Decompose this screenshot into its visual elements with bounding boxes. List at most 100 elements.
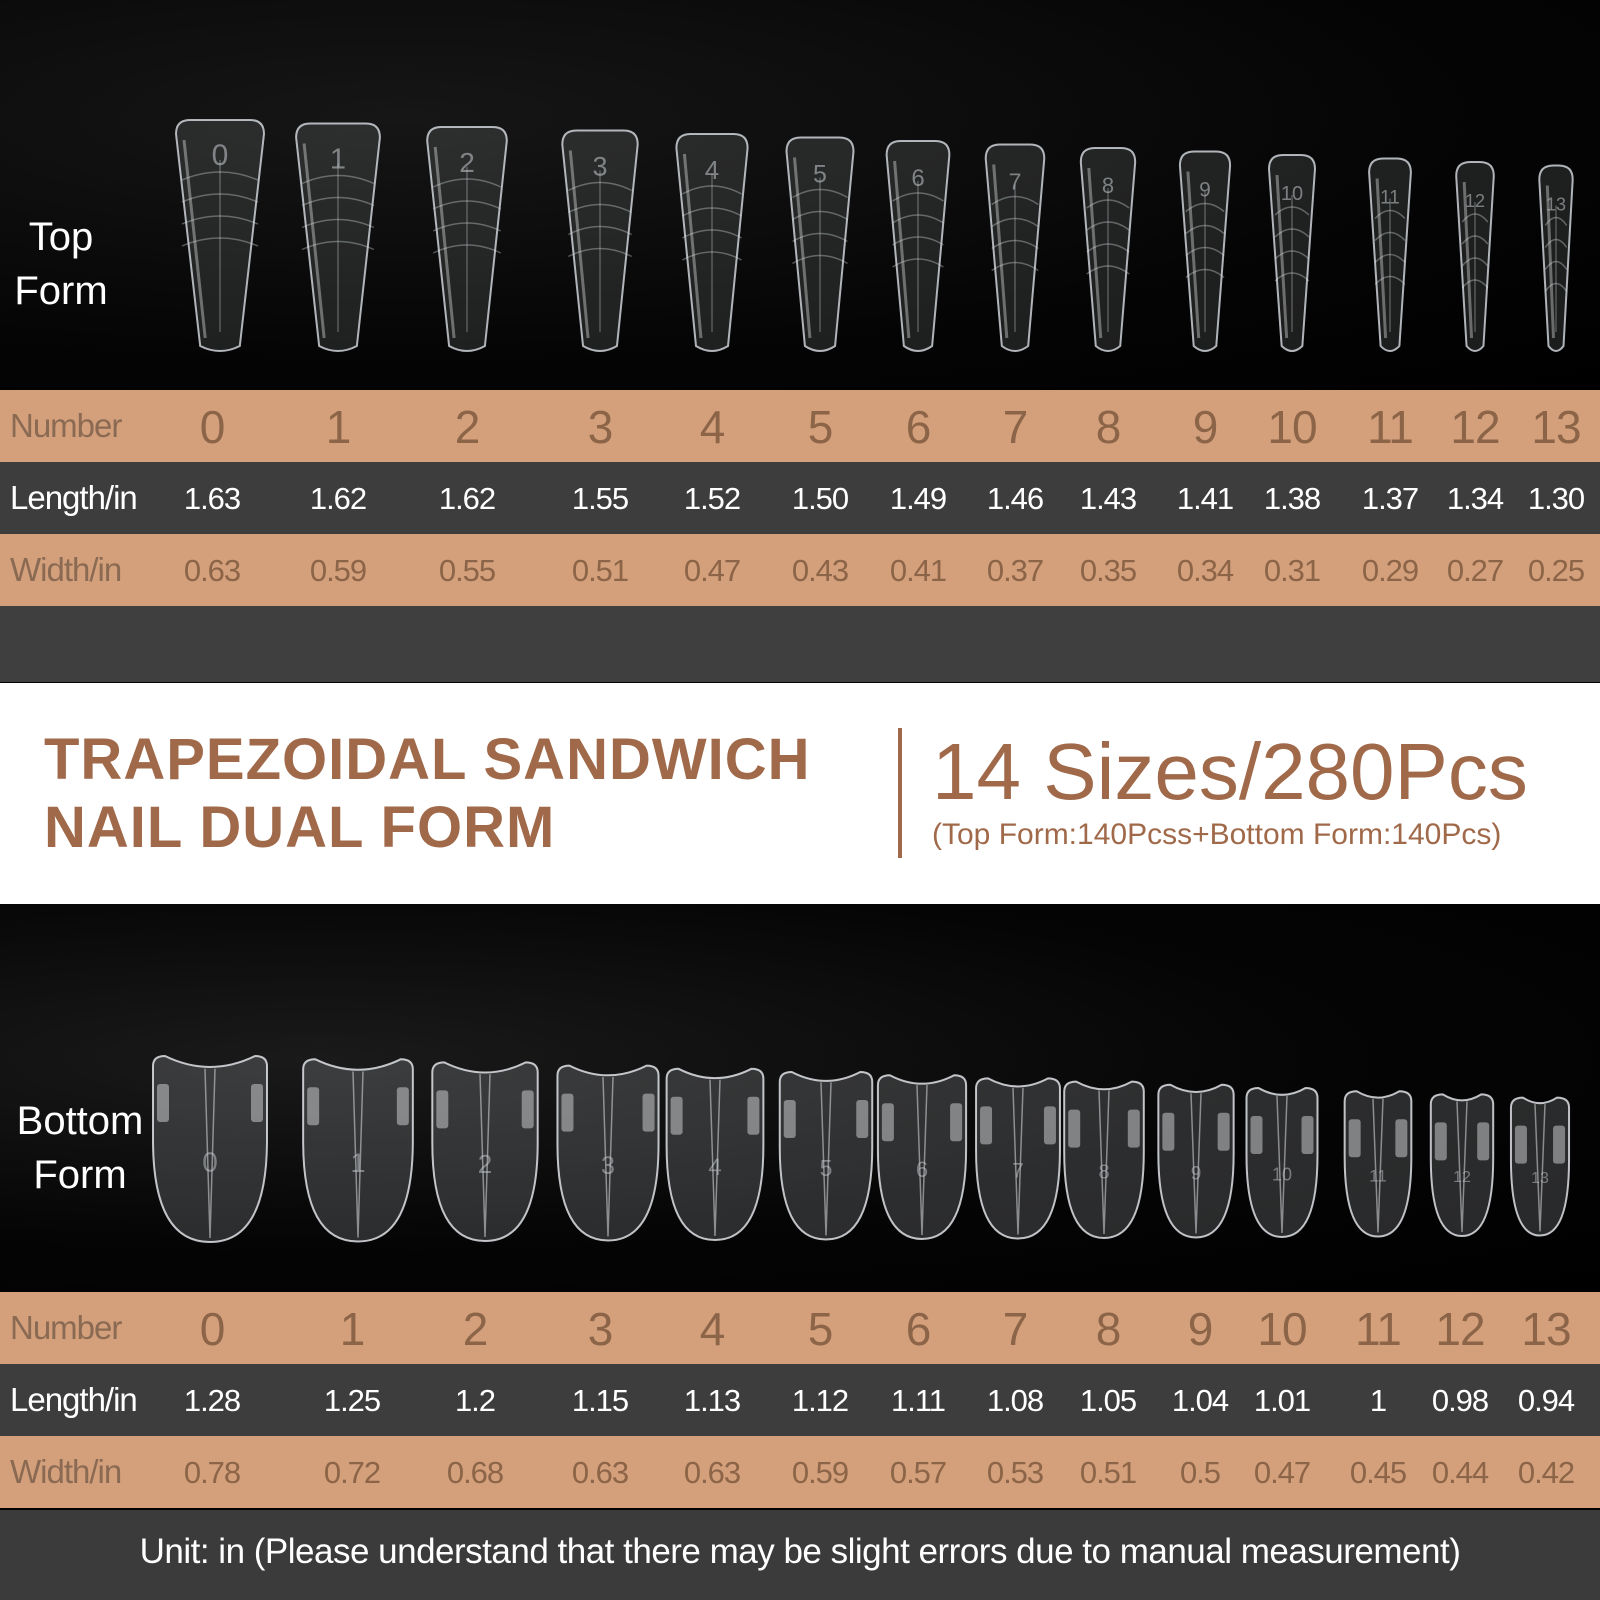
bottom-width-label: Width/in xyxy=(10,1453,122,1490)
bottom-nail-tip: 0 xyxy=(152,1054,268,1244)
top-length-cell: 1.62 xyxy=(309,481,367,516)
bottom-length-cell: 1.05 xyxy=(1079,1383,1137,1418)
bottom-number-cell: 1 xyxy=(339,1303,366,1355)
top-nail-tip: 5 xyxy=(785,136,855,352)
top-number-cell: 9 xyxy=(1192,401,1219,453)
bottom-number-cell: 4 xyxy=(699,1303,726,1355)
bottom-nail-tip: 4 xyxy=(665,1067,765,1242)
top-width-label: Width/in xyxy=(10,551,122,588)
bottom-nail-number: 13 xyxy=(1531,1170,1549,1187)
top-nail-number: 7 xyxy=(1009,169,1022,195)
bottom-number-label: Number xyxy=(10,1309,122,1346)
top-number-cell: 10 xyxy=(1267,401,1317,453)
bottom-nail-number: 10 xyxy=(1272,1164,1292,1184)
top-number-cell: 5 xyxy=(807,401,834,453)
bottom-nail-number: 11 xyxy=(1369,1166,1387,1185)
top-width-cell: 0.59 xyxy=(309,553,367,588)
bottom-width-cell: 0.45 xyxy=(1349,1455,1407,1490)
bottom-width-cell: 0.51 xyxy=(1079,1455,1137,1490)
bottom-width-cell: 0.68 xyxy=(446,1455,504,1490)
bottom-width-cell: 0.44 xyxy=(1431,1455,1489,1490)
bottom-number-row: Number 0 1 2 3 4 5 6 7 8 9 10 11 12 13 xyxy=(0,1292,1600,1364)
section-divider xyxy=(0,606,1600,682)
footer: Unit: in (Please understand that there m… xyxy=(0,1510,1600,1600)
top-nail-tip: 2 xyxy=(426,126,508,352)
top-nail-number: 4 xyxy=(705,155,719,185)
top-width-cell: 0.25 xyxy=(1527,553,1585,588)
bottom-width-cell: 0.78 xyxy=(183,1455,241,1490)
top-nail-number: 6 xyxy=(911,165,924,192)
bottom-nail-number: 0 xyxy=(202,1146,218,1177)
top-number-cell: 0 xyxy=(199,401,226,453)
top-number-cell: 13 xyxy=(1531,401,1581,453)
sizes-detail: (Top Form:140Pcss+Bottom Form:140Pcs) xyxy=(932,818,1502,851)
top-number-cell: 1 xyxy=(325,401,352,453)
bottom-width-cell: 0.47 xyxy=(1253,1455,1311,1490)
top-length-cell: 1.63 xyxy=(183,481,241,516)
bottom-length-cell: 1 xyxy=(1369,1383,1387,1418)
bottom-length-label: Length/in xyxy=(10,1381,138,1418)
top-length-cell: 1.41 xyxy=(1176,481,1234,516)
bottom-width-cell: 0.63 xyxy=(571,1455,629,1490)
bottom-number-cell: 5 xyxy=(807,1303,834,1355)
bottom-length-cell: 0.98 xyxy=(1431,1383,1489,1418)
top-width-cell: 0.37 xyxy=(986,553,1044,588)
top-form-tips: 0 1 2 3 4 5 6 7 8 9 10 11 12 13 xyxy=(174,119,1574,352)
title-banner xyxy=(0,683,1600,904)
bottom-nail-number: 5 xyxy=(820,1155,833,1181)
bottom-length-cell: 1.01 xyxy=(1253,1383,1311,1418)
bottom-nail-number: 8 xyxy=(1098,1162,1109,1184)
bottom-nail-tip: 1 xyxy=(302,1058,414,1243)
bottom-nail-tip: 11 xyxy=(1343,1090,1413,1238)
bottom-length-cell: 1.28 xyxy=(183,1383,241,1418)
bottom-nail-number: 6 xyxy=(916,1157,928,1182)
top-nail-tip: 3 xyxy=(561,129,639,352)
bottom-nail-tip: 13 xyxy=(1509,1096,1571,1237)
bottom-width-cell: 0.42 xyxy=(1517,1455,1575,1490)
bottom-nail-number: 4 xyxy=(708,1154,721,1181)
bottom-width-cell: 0.5 xyxy=(1179,1455,1221,1490)
top-width-cell: 0.27 xyxy=(1446,553,1504,588)
top-width-cell: 0.41 xyxy=(889,553,947,588)
bottom-length-cell: 1.13 xyxy=(683,1383,741,1418)
title-divider xyxy=(898,728,902,858)
bottom-nail-number: 1 xyxy=(350,1148,365,1178)
bottom-form-label-line1: Bottom xyxy=(16,1099,144,1143)
product-title-line2: NAIL DUAL FORM xyxy=(44,795,556,860)
bottom-width-cell: 0.63 xyxy=(683,1455,741,1490)
bottom-nail-number: 3 xyxy=(601,1152,615,1180)
top-number-cell: 6 xyxy=(905,401,932,453)
top-number-cell: 11 xyxy=(1367,401,1414,453)
bottom-form-label-line2: Form xyxy=(33,1153,127,1197)
top-nail-number: 5 xyxy=(813,161,827,189)
bottom-number-cell: 10 xyxy=(1257,1303,1307,1355)
top-form-label: Top Form xyxy=(8,210,114,318)
top-nail-number: 3 xyxy=(592,152,607,182)
bottom-nail-tip: 5 xyxy=(778,1070,874,1241)
top-width-row: Width/in 0.63 0.59 0.55 0.51 0.47 0.43 0.41 0.3… xyxy=(0,534,1600,606)
bottom-nail-number: 12 xyxy=(1453,1169,1471,1186)
bottom-width-cell: 0.72 xyxy=(323,1455,381,1490)
top-width-cell: 0.34 xyxy=(1176,553,1234,588)
top-nail-tip: 6 xyxy=(885,140,951,352)
top-number-cell: 2 xyxy=(454,401,481,453)
bottom-width-cell: 0.57 xyxy=(889,1455,947,1490)
top-width-cell: 0.29 xyxy=(1361,553,1419,588)
top-number-cell: 8 xyxy=(1095,401,1122,453)
top-nail-number: 0 xyxy=(212,139,229,172)
bottom-nail-tip: 10 xyxy=(1245,1086,1319,1239)
top-nail-tip: 4 xyxy=(675,133,749,352)
top-nail-number: 11 xyxy=(1380,188,1400,209)
top-length-row: Length/in 1.63 1.62 1.62 1.55 1.52 1.50 1.49 1.… xyxy=(0,462,1600,534)
top-width-cell: 0.35 xyxy=(1079,553,1137,588)
top-width-cell: 0.55 xyxy=(438,553,496,588)
top-nail-tip: 0 xyxy=(174,119,266,352)
bottom-nail-number: 2 xyxy=(478,1149,492,1179)
top-length-cell: 1.38 xyxy=(1263,481,1321,516)
bottom-nail-number: 7 xyxy=(1012,1160,1024,1183)
top-length-label: Length/in xyxy=(10,479,138,516)
top-width-cell: 0.63 xyxy=(183,553,241,588)
bottom-length-cell: 1.11 xyxy=(890,1383,946,1418)
bottom-nail-tip: 12 xyxy=(1429,1093,1495,1238)
